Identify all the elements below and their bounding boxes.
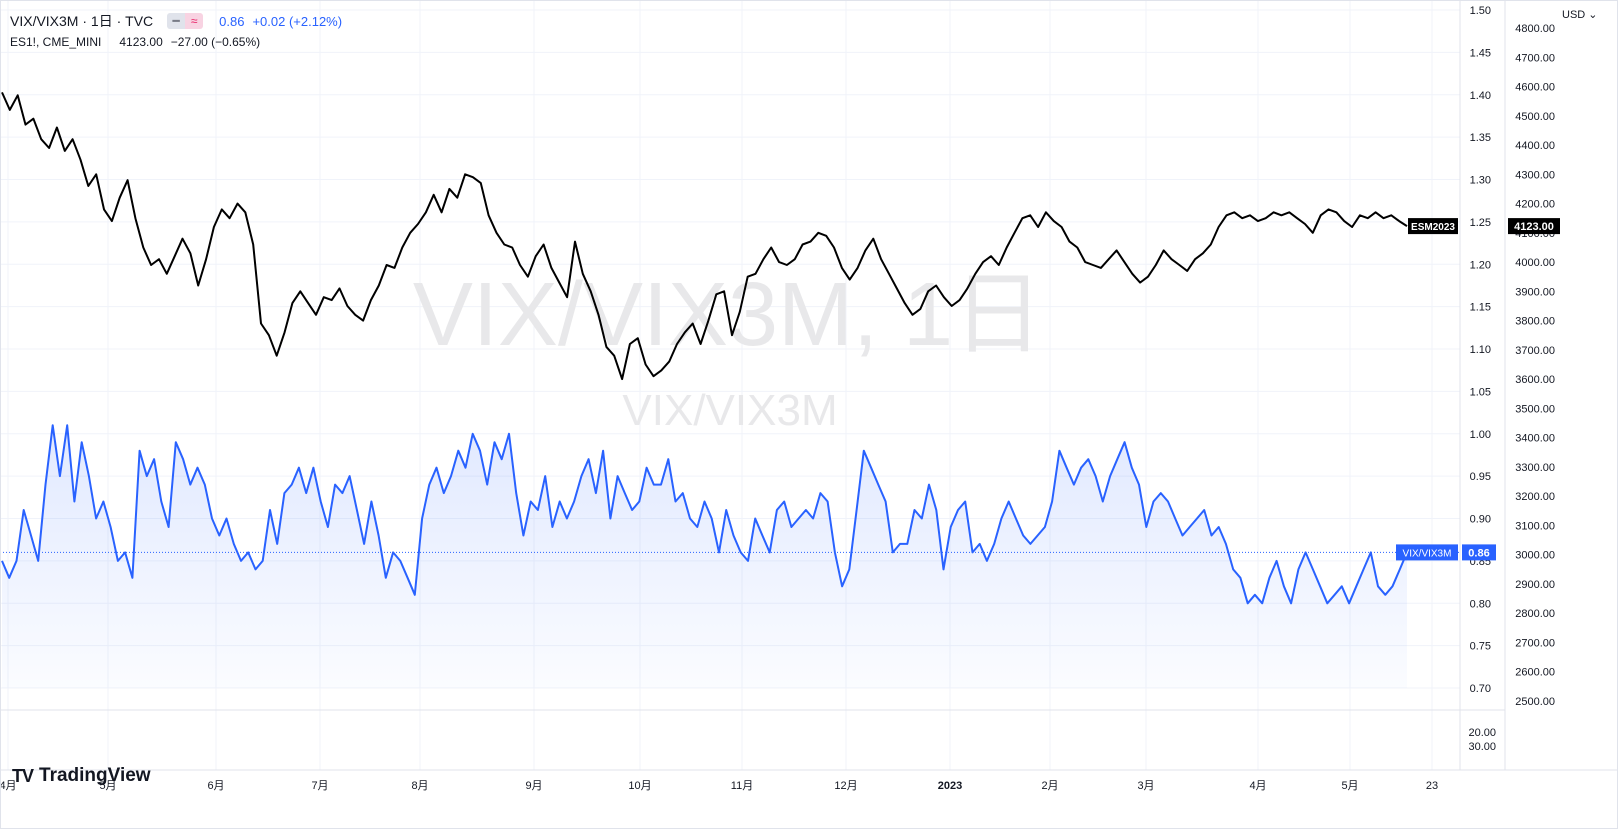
- inner-axis-tick: 1.00: [1470, 429, 1491, 441]
- inner-axis-tick: 0.75: [1470, 641, 1491, 653]
- approx-icon[interactable]: ≈: [185, 13, 204, 29]
- outer-axis-tick: 3000.00: [1515, 550, 1555, 562]
- tradingview-logo-text: TradingView: [39, 765, 151, 786]
- outer-axis-tick: 4000.00: [1515, 257, 1555, 269]
- time-axis-label: 8月: [411, 780, 428, 792]
- outer-axis-tick: 3900.00: [1515, 286, 1555, 298]
- compare-last-value: 4123.00: [119, 35, 163, 49]
- main-change: +0.02 (+2.12%): [252, 13, 343, 29]
- inner-axis-tick: 0.70: [1470, 683, 1491, 695]
- time-axis-label: 23: [1426, 780, 1438, 792]
- outer-axis-tick: 3400.00: [1515, 433, 1555, 445]
- hide-series-icon[interactable]: ━: [167, 13, 186, 29]
- compare-symbol-label[interactable]: ES1!, CME_MINI: [10, 35, 102, 49]
- es-last-bg: [1508, 218, 1560, 235]
- outer-axis-tick: 4600.00: [1515, 82, 1555, 94]
- time-axis-label: 3月: [1137, 780, 1154, 792]
- outer-axis-tick: 3700.00: [1515, 345, 1555, 357]
- inner-axis-tick: 1.35: [1470, 132, 1491, 144]
- es-tag: ESM2023: [1411, 222, 1455, 233]
- time-axis-label: 5月: [99, 780, 116, 792]
- outer-axis-tick: 3600.00: [1515, 374, 1555, 386]
- es-futures-line: [1, 91, 1408, 381]
- outer-axis-tick: 2700.00: [1515, 637, 1555, 649]
- outer-axis-tick: 4800.00: [1515, 23, 1555, 35]
- outer-axis-tick: 3800.00: [1515, 316, 1555, 328]
- chart-legend: VIX/VIX3M · 1日 · TVC ━ ≈ 0.86 +0.02 (+2.…: [10, 10, 342, 52]
- inner-axis-tick: 1.25: [1470, 217, 1491, 229]
- inner-axis-tick: 1.10: [1470, 344, 1491, 356]
- inner-axis-tick: 1.15: [1470, 302, 1491, 314]
- time-axis-label: 9月: [525, 780, 542, 792]
- time-axis-label: 4月: [1249, 780, 1266, 792]
- time-axis-label: 2月: [1041, 780, 1058, 792]
- inner-axis-tick: 0.95: [1470, 471, 1491, 483]
- legend-compare-row[interactable]: ES1!, CME_MINI 4123.00 −27.00 (−0.65%): [10, 32, 342, 52]
- vix-last-label: 0.86: [1468, 547, 1489, 559]
- es-tag-bg: [1408, 218, 1458, 235]
- outer-axis-tick: 2500.00: [1515, 696, 1555, 708]
- vix-ratio-line: [1, 424, 1408, 605]
- tradingview-logo[interactable]: TV TradingView: [12, 765, 151, 787]
- outer-axis-tick: 3100.00: [1515, 520, 1555, 532]
- inner-axis-tick: 1.05: [1470, 386, 1491, 398]
- outer-axis-tick: 4700.00: [1515, 52, 1555, 64]
- inner-axis-tick: 1.30: [1470, 175, 1491, 187]
- currency-selector[interactable]: USD ⌄: [1562, 9, 1598, 21]
- inner-axis-tick: 1.50: [1470, 5, 1491, 17]
- time-axis-label: 11月: [731, 780, 753, 792]
- outer-axis-tick: 4200.00: [1515, 199, 1555, 211]
- time-axis-label: 10月: [628, 780, 651, 792]
- vix-tag-bg: [1396, 544, 1458, 561]
- inner-axis-tick: 1.45: [1470, 47, 1491, 59]
- outer-axis-tick: 4300.00: [1515, 169, 1555, 181]
- legend-badges[interactable]: ━ ≈: [167, 13, 204, 29]
- time-axis-label: 2023: [938, 780, 962, 792]
- time-axis-label: 4月: [0, 780, 17, 792]
- vix-ratio-area: [2, 425, 1407, 688]
- outer-axis-tick: 4500.00: [1515, 111, 1555, 123]
- outer-axis-tick: 2600.00: [1515, 667, 1555, 679]
- time-axis-label: 7月: [311, 780, 328, 792]
- vix-last-bg: [1462, 544, 1496, 561]
- inner-axis-tick: 1.40: [1470, 90, 1491, 102]
- outer-axis-tick: 4400.00: [1515, 140, 1555, 152]
- outer-axis-tick: 3200.00: [1515, 491, 1555, 503]
- tradingview-logo-icon: TV: [12, 765, 34, 786]
- legend-main-row[interactable]: VIX/VIX3M · 1日 · TVC ━ ≈ 0.86 +0.02 (+2.…: [10, 10, 342, 32]
- outer-axis-tick: 3500.00: [1515, 403, 1555, 415]
- main-last-value: 0.86: [219, 13, 245, 29]
- main-symbol-label[interactable]: VIX/VIX3M · 1日 · TVC: [10, 13, 154, 29]
- outer-axis-tick: 2900.00: [1515, 579, 1555, 591]
- vix-tag: VIX/VIX3M: [1403, 548, 1452, 559]
- time-axis-label: 6月: [207, 780, 224, 792]
- es-last-label: 4123.00: [1514, 221, 1554, 233]
- compare-change: −27.00 (−0.65%): [170, 35, 261, 49]
- lower-pane-tick: 20.00: [1468, 727, 1496, 739]
- time-axis-label: 12月: [834, 780, 857, 792]
- inner-axis-tick: 1.20: [1470, 259, 1491, 271]
- time-axis-label: 5月: [1341, 780, 1358, 792]
- inner-axis-tick: 0.90: [1470, 514, 1491, 526]
- watermark-sub: VIX/VIX3M: [622, 386, 837, 435]
- inner-axis-tick: 0.80: [1470, 598, 1491, 610]
- lower-pane-tick: 30.00: [1468, 741, 1496, 753]
- outer-axis-tick: 3300.00: [1515, 462, 1555, 474]
- outer-axis-tick: 2800.00: [1515, 608, 1555, 620]
